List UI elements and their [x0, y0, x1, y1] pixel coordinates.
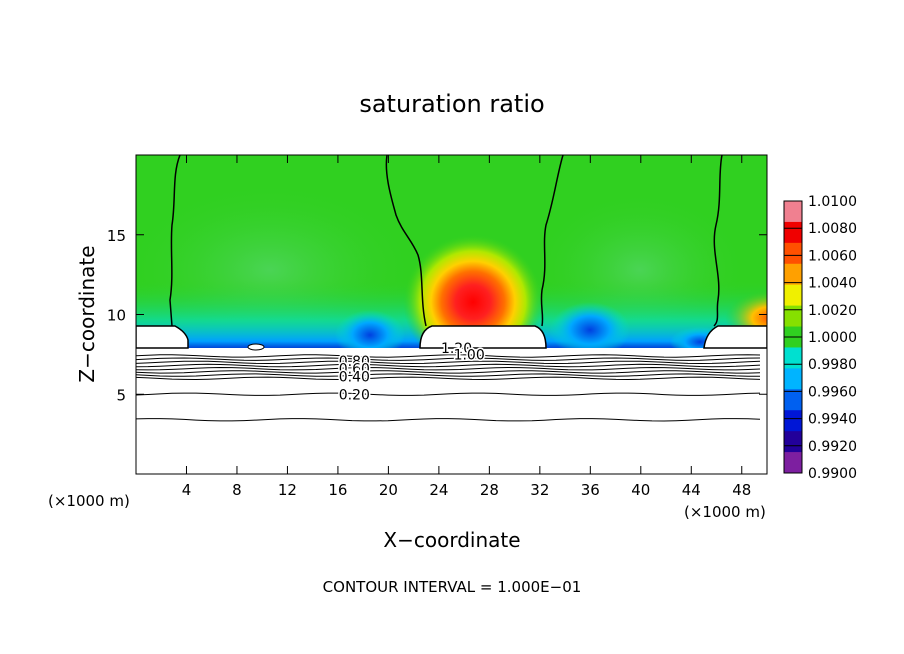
colorbar-swatch [784, 431, 802, 453]
x-tick-label: 4 [182, 481, 192, 499]
x-axis-label: X−coordinate [383, 528, 520, 552]
contour-line [136, 376, 761, 381]
contour-line [136, 418, 761, 422]
subsaturation-patch-1 [335, 310, 405, 360]
x-tick-label: 40 [631, 481, 650, 499]
colorbar-label: 1.0080 [808, 221, 857, 237]
x-tick-label: 20 [379, 481, 398, 499]
cloud-top-left [136, 325, 189, 349]
contour-line [136, 370, 761, 374]
colorbar-label: 0.9980 [808, 357, 857, 373]
colorbar-label: 1.0100 [808, 194, 857, 210]
colorbar-swatch [784, 305, 802, 328]
contour-line [136, 360, 761, 365]
x-tick-label: 12 [278, 481, 297, 499]
colorbar-swatch [784, 242, 802, 265]
colorbar-label: 1.0020 [808, 303, 857, 319]
colorbar-swatch [784, 284, 802, 307]
contour-label: 0.40 [339, 370, 370, 386]
y-tick-label: 5 [116, 386, 126, 404]
contour-interval-note: CONTOUR INTERVAL = 1.000E−01 [323, 578, 582, 596]
x-tick-label: 44 [682, 481, 701, 499]
colorbar-swatch [784, 410, 802, 432]
colorbar-label: 0.9900 [808, 466, 857, 482]
contour-line [136, 366, 761, 371]
y-axis-label: Z−coordinate [75, 245, 99, 382]
colorbar-label: 0.9920 [808, 439, 857, 455]
x-tick-label: 36 [581, 481, 600, 499]
colorbar-label: 1.0040 [808, 276, 857, 292]
cloud-patch-small [247, 343, 265, 351]
contour-line [136, 373, 761, 377]
contour-line [136, 363, 761, 368]
saturation-contour-3 [540, 155, 564, 327]
y-axis: 5 10 15 [107, 227, 767, 404]
colorbar-swatch [784, 452, 802, 474]
cloud-top-right [703, 325, 767, 349]
x-axis: 4 8 12 16 20 24 28 32 36 40 44 48 [182, 155, 751, 499]
saturation-contour-2 [385, 155, 427, 327]
colorbar-label: 1.0000 [808, 330, 857, 346]
colorbar-label: 1.0060 [808, 248, 857, 264]
colorbar-label: 0.9940 [808, 412, 857, 428]
x-tick-label: 32 [530, 481, 549, 499]
contour-label: 0.20 [339, 387, 370, 403]
colorbar-swatch [784, 389, 802, 411]
saturation-contour-1 [169, 155, 181, 327]
colorbar: 0.9900 0.9920 0.9940 0.9960 0.9980 1.0000 1.00… [783, 194, 857, 482]
contour-label: 0.60 [339, 362, 370, 378]
contour-line [136, 357, 761, 361]
y-tick-label: 15 [107, 227, 126, 245]
cloud-layer-blank [136, 348, 767, 474]
contour-line [136, 392, 761, 396]
contour-label: 0.80 [339, 354, 370, 370]
colorbar-swatch [784, 347, 802, 369]
x-tick-label: 24 [429, 481, 448, 499]
y-tick-label: 10 [107, 307, 126, 325]
contour-labels: 1.201.00 0.800.600.400.20 [337, 339, 486, 404]
x-tick-label: 16 [328, 481, 347, 499]
contour-label: 1.20 [441, 341, 472, 357]
x-unit-left: (×1000 m) [48, 492, 130, 510]
colorbar-swatch [784, 221, 802, 244]
contour-lines [136, 354, 761, 422]
chart-title: saturation ratio [359, 90, 544, 118]
colorbar-swatch [784, 201, 802, 223]
plot-area [136, 155, 767, 474]
subsaturation-patch-2 [550, 302, 630, 358]
x-unit-right: (×1000 m) [684, 503, 766, 521]
x-tick-label: 28 [480, 481, 499, 499]
x-tick-label: 8 [232, 481, 242, 499]
x-tick-label: 48 [732, 481, 751, 499]
contour-label: 1.00 [454, 347, 485, 363]
contour-line [136, 354, 761, 358]
saturation-contour-4 [713, 155, 723, 327]
cloud-top-center [419, 325, 547, 349]
colorbar-swatch [784, 368, 802, 390]
colorbar-label: 0.9960 [808, 384, 857, 400]
colorbar-swatch [784, 263, 802, 286]
